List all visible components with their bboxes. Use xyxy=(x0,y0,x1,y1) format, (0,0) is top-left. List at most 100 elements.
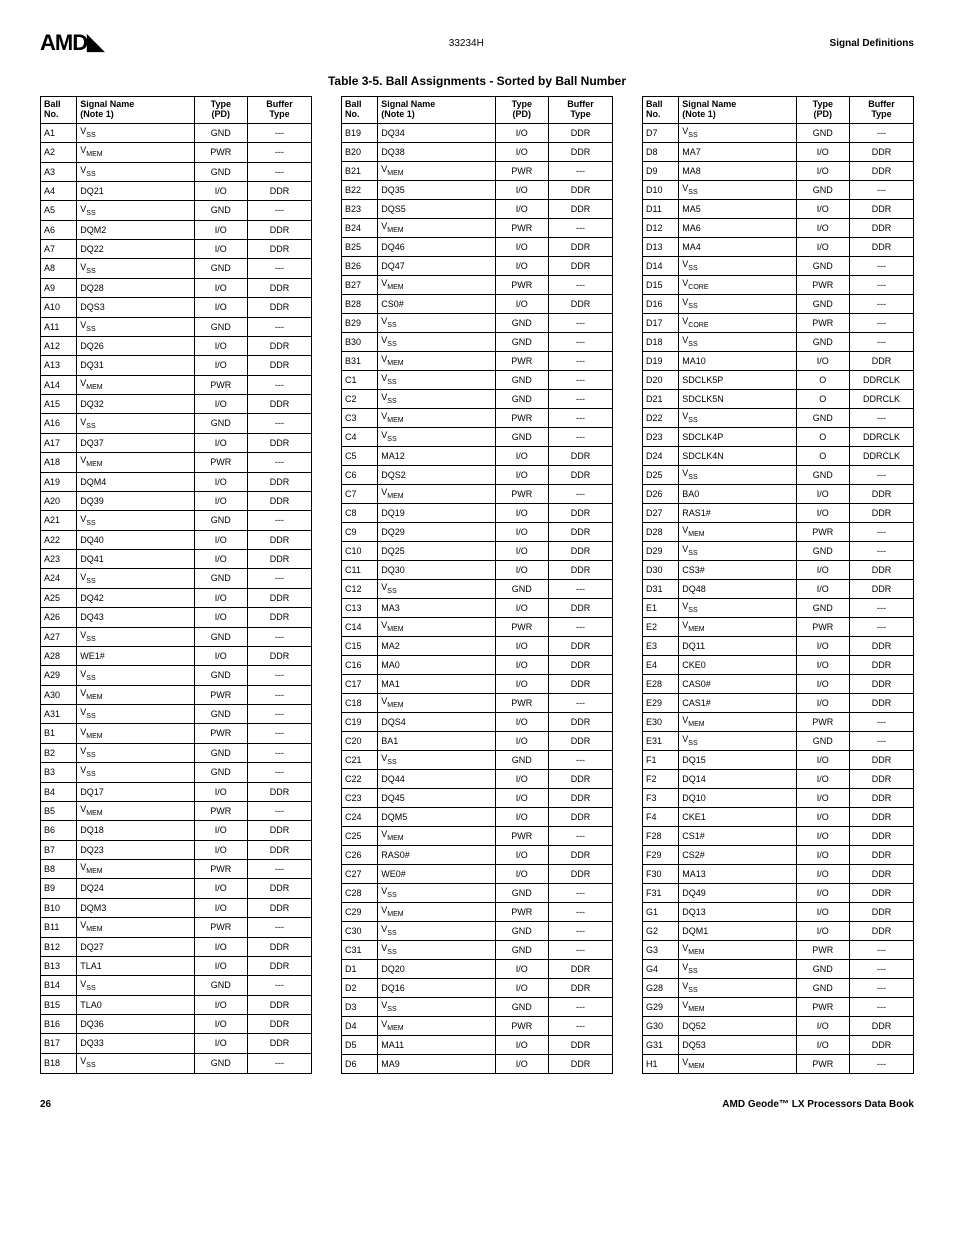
table-row: B8VMEMPWR--- xyxy=(41,860,312,879)
signal-name: DQ28 xyxy=(77,278,194,297)
type-pd: I/O xyxy=(796,560,849,579)
ball-no: B30 xyxy=(342,332,378,351)
type-pd: O xyxy=(796,389,849,408)
type-pd: I/O xyxy=(796,921,849,940)
table-row: A20DQ39I/ODDR xyxy=(41,491,312,510)
buffer-type: DDR xyxy=(548,807,612,826)
buffer-type: --- xyxy=(849,313,913,332)
ball-no: C19 xyxy=(342,712,378,731)
type-pd: I/O xyxy=(495,655,548,674)
table-row: B22DQ35I/ODDR xyxy=(342,180,613,199)
signal-name: RAS1# xyxy=(679,503,796,522)
table-row: C4VSSGND--- xyxy=(342,427,613,446)
ball-no: C23 xyxy=(342,788,378,807)
type-pd: GND xyxy=(194,743,247,762)
signal-name: MA13 xyxy=(679,864,796,883)
signal-name: VSS xyxy=(378,883,495,902)
ball-no: C30 xyxy=(342,921,378,940)
buffer-type: --- xyxy=(849,731,913,750)
buffer-type: --- xyxy=(548,826,612,845)
buffer-type: --- xyxy=(247,1053,311,1073)
buffer-type: DDR xyxy=(849,1016,913,1035)
type-pd: I/O xyxy=(796,503,849,522)
signal-name: DQS2 xyxy=(378,465,495,484)
buffer-type: DDR xyxy=(247,395,311,414)
buffer-type: DDR xyxy=(849,1035,913,1054)
signal-name: CAS0# xyxy=(679,674,796,693)
table-row: B26DQ47I/ODDR xyxy=(342,256,613,275)
ball-no: D11 xyxy=(643,199,679,218)
table-row: F28CS1#I/ODDR xyxy=(643,826,914,845)
type-pd: GND xyxy=(796,978,849,997)
ball-no: F1 xyxy=(643,750,679,769)
buffer-type: DDR xyxy=(247,336,311,355)
table-row: C23DQ45I/ODDR xyxy=(342,788,613,807)
signal-name: VSS xyxy=(378,940,495,959)
buffer-type: --- xyxy=(548,218,612,237)
table-row: A7DQ22I/ODDR xyxy=(41,240,312,259)
ball-no: A9 xyxy=(41,278,77,297)
table-row: B20DQ38I/ODDR xyxy=(342,142,613,161)
signal-name: SDCLK5P xyxy=(679,370,796,389)
type-pd: I/O xyxy=(796,845,849,864)
table-row: G31DQ53I/ODDR xyxy=(643,1035,914,1054)
buffer-type: --- xyxy=(548,332,612,351)
table-row: A6DQM2I/ODDR xyxy=(41,220,312,239)
ball-no: A7 xyxy=(41,240,77,259)
table-row: C2VSSGND--- xyxy=(342,389,613,408)
ball-no: C6 xyxy=(342,465,378,484)
table-row: C20BA1I/ODDR xyxy=(342,731,613,750)
signal-name: DQ45 xyxy=(378,788,495,807)
ball-no: H1 xyxy=(643,1054,679,1073)
ball-no: A1 xyxy=(41,123,77,142)
ball-no: C22 xyxy=(342,769,378,788)
ball-no: E28 xyxy=(643,674,679,693)
buffer-type: --- xyxy=(849,712,913,731)
buffer-type: DDR xyxy=(548,1035,612,1054)
type-pd: PWR xyxy=(194,375,247,394)
signal-name: DQ43 xyxy=(77,608,194,627)
signal-name: VMEM xyxy=(679,1054,796,1073)
signal-name: MA5 xyxy=(679,199,796,218)
buffer-type: DDR xyxy=(548,541,612,560)
buffer-type: DDR xyxy=(849,199,913,218)
amd-logo: AMD◣ xyxy=(40,30,103,56)
signal-name: DQ48 xyxy=(679,579,796,598)
buffer-type: --- xyxy=(247,569,311,588)
signal-name: VSS xyxy=(77,976,194,995)
table-row: F4CKE1I/ODDR xyxy=(643,807,914,826)
type-pd: I/O xyxy=(495,294,548,313)
buffer-type: DDR xyxy=(548,199,612,218)
ball-no: B8 xyxy=(41,860,77,879)
buffer-type: --- xyxy=(548,389,612,408)
ball-no: B24 xyxy=(342,218,378,237)
table-row: F1DQ15I/ODDR xyxy=(643,750,914,769)
ball-no: B2 xyxy=(41,743,77,762)
table-row: C18VMEMPWR--- xyxy=(342,693,613,712)
signal-name: VSS xyxy=(77,201,194,220)
type-pd: I/O xyxy=(194,956,247,975)
buffer-type: DDR xyxy=(247,608,311,627)
table-row: A21VSSGND--- xyxy=(41,511,312,530)
buffer-type: --- xyxy=(247,801,311,820)
ball-no: D20 xyxy=(643,370,679,389)
buffer-type: DDR xyxy=(548,769,612,788)
buffer-type: DDR xyxy=(548,1054,612,1073)
ball-no: D21 xyxy=(643,389,679,408)
table-row: F2DQ14I/ODDR xyxy=(643,769,914,788)
type-pd: O xyxy=(796,427,849,446)
signal-name: DQ47 xyxy=(378,256,495,275)
table-row: A22DQ40I/ODDR xyxy=(41,530,312,549)
buffer-type: DDR xyxy=(247,298,311,317)
type-pd: GND xyxy=(495,332,548,351)
buffer-type: --- xyxy=(247,123,311,142)
buffer-type: DDRCLK xyxy=(849,389,913,408)
ball-table-3: BallNo.Signal Name(Note 1)Type(PD)Buffer… xyxy=(642,96,914,1074)
doc-number: 33234H xyxy=(449,38,484,49)
ball-no: G4 xyxy=(643,959,679,978)
signal-name: VSS xyxy=(679,256,796,275)
signal-name: MA2 xyxy=(378,636,495,655)
buffer-type: DDR xyxy=(247,550,311,569)
type-pd: GND xyxy=(495,427,548,446)
table-row: D23SDCLK4PODDRCLK xyxy=(643,427,914,446)
